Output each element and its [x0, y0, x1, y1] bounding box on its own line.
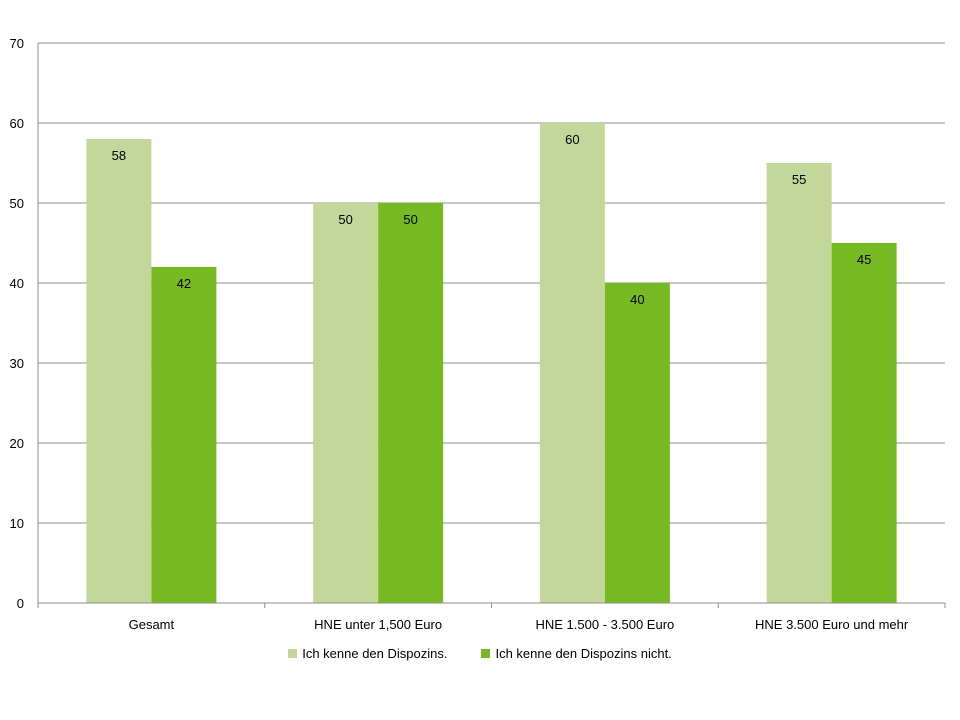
- x-tick-label: HNE 3.500 Euro und mehr: [755, 617, 909, 632]
- legend-swatch-series-1: [288, 649, 298, 658]
- data-label: 42: [177, 276, 191, 291]
- bar-series-1: [313, 203, 379, 603]
- data-label: 50: [403, 212, 417, 227]
- x-axis-ticks: Gesamt HNE unter 1,500 Euro HNE 1.500 - 3.…: [129, 617, 909, 632]
- x-axis: [37, 43, 946, 608]
- data-label: 58: [112, 148, 126, 163]
- legend: Ich kenne den Dispozins. Ich kenne den D…: [0, 646, 960, 661]
- y-tick-label: 30: [10, 356, 24, 371]
- legend-item-series-2: Ich kenne den Dispozins nicht.: [481, 646, 672, 661]
- y-axis-ticks: 0 10 20 30 40 50 60 70: [10, 36, 24, 611]
- legend-item-series-1: Ich kenne den Dispozins.: [288, 646, 447, 661]
- bar-series-1: [539, 123, 605, 603]
- data-label: 50: [338, 212, 352, 227]
- legend-label-series-1: Ich kenne den Dispozins.: [302, 646, 448, 661]
- y-tick-label: 10: [10, 516, 24, 531]
- data-labels: 58 42 50 50 60 40 55 45: [112, 132, 872, 307]
- legend-label-series-2: Ich kenne den Dispozins nicht.: [495, 646, 672, 661]
- y-tick-label: 60: [10, 116, 24, 131]
- y-tick-label: 40: [10, 276, 24, 291]
- bar-series-2: [378, 203, 444, 603]
- data-label: 40: [630, 292, 644, 307]
- x-tick-label: HNE 1.500 - 3.500 Euro: [536, 617, 675, 632]
- x-tick-label: Gesamt: [129, 617, 175, 632]
- bar-series-2: [831, 243, 897, 603]
- data-label: 45: [857, 252, 871, 267]
- y-tick-label: 50: [10, 196, 24, 211]
- bar-series-2: [604, 283, 670, 603]
- y-tick-label: 20: [10, 436, 24, 451]
- y-tick-label: 0: [17, 596, 24, 611]
- bar-series-1: [86, 139, 152, 603]
- bars: [86, 123, 897, 603]
- data-label: 55: [792, 172, 806, 187]
- data-label: 60: [565, 132, 579, 147]
- legend-swatch-series-2: [481, 649, 491, 658]
- bar-series-1: [766, 163, 832, 603]
- x-tick-label: HNE unter 1,500 Euro: [314, 617, 442, 632]
- bar-series-2: [151, 267, 217, 603]
- y-tick-label: 70: [10, 36, 24, 51]
